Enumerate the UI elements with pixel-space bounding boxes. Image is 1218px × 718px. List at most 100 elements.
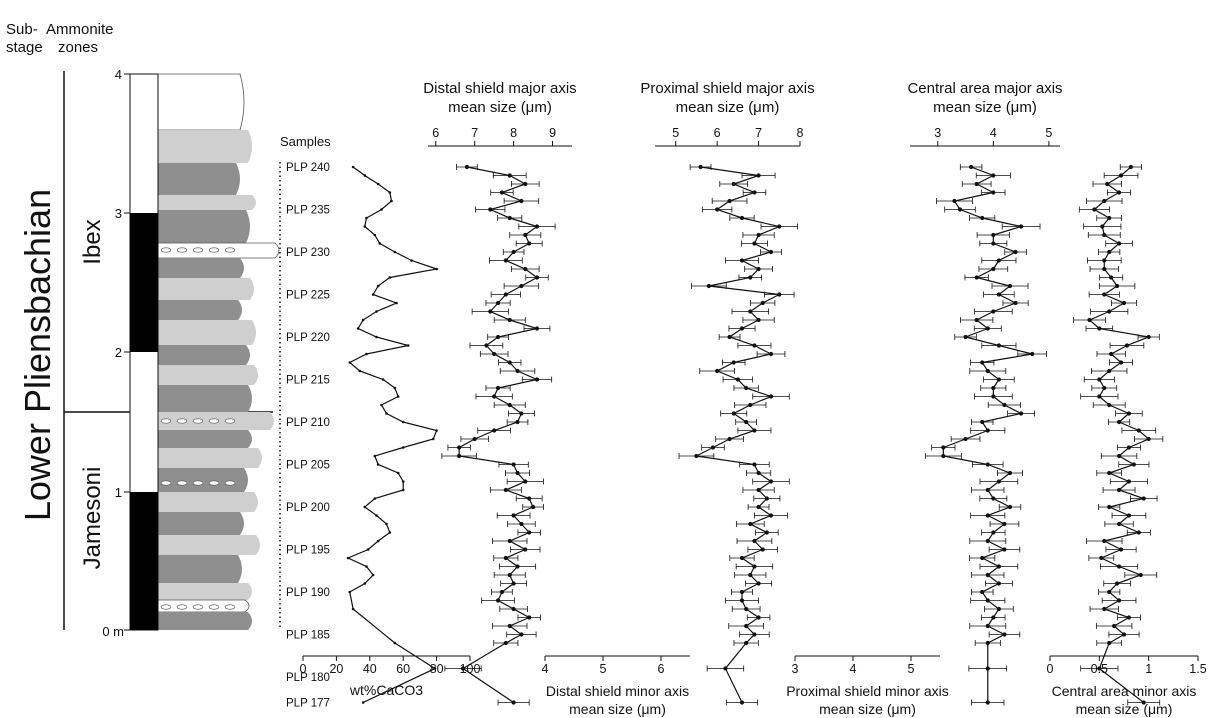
data-point — [1126, 411, 1132, 416]
data-point — [715, 207, 720, 212]
data-point — [1087, 317, 1092, 323]
zones-header-2: zones — [58, 39, 98, 56]
data-point — [985, 368, 990, 374]
panel-title: Proximal shield major axis — [640, 80, 814, 97]
data-point — [472, 436, 477, 442]
data-point — [1116, 419, 1122, 425]
data-point — [371, 293, 375, 296]
x-axis-label-secondary: Distal shield minor axis — [546, 683, 689, 699]
bed — [158, 258, 244, 278]
bed — [158, 385, 252, 412]
bed — [158, 492, 258, 512]
series-line — [942, 166, 1033, 703]
data-point — [460, 666, 466, 671]
data-point — [1138, 572, 1143, 578]
data-point — [1100, 224, 1105, 229]
data-point — [523, 547, 528, 552]
sample-label: PLP 230 — [286, 247, 330, 259]
x-tick-label: 9 — [549, 126, 556, 140]
data-point — [739, 589, 745, 595]
data-point — [756, 504, 761, 510]
data-point — [406, 344, 410, 347]
data-point — [991, 615, 996, 620]
data-point — [756, 581, 761, 586]
data-point — [492, 351, 497, 357]
data-point — [723, 666, 728, 671]
nodule-symbol — [176, 247, 188, 253]
data-point — [511, 606, 516, 612]
data-point — [519, 411, 524, 416]
data-point — [991, 241, 996, 246]
data-point — [1097, 666, 1102, 671]
data-point — [969, 164, 974, 170]
data-point — [974, 181, 979, 187]
data-point — [1107, 589, 1112, 595]
data-point — [756, 317, 761, 323]
data-point — [996, 377, 1001, 382]
data-point — [996, 606, 1001, 612]
data-point — [1116, 598, 1122, 603]
x-axis-label-secondary: Proximal shield minor axis — [786, 683, 949, 699]
data-point — [1128, 164, 1134, 170]
data-point — [752, 428, 757, 433]
bed — [158, 163, 240, 195]
data-point — [519, 632, 524, 637]
nodule-symbol — [160, 418, 172, 424]
data-point — [499, 190, 505, 195]
data-point — [980, 589, 985, 595]
data-point — [748, 275, 753, 280]
data-point — [507, 317, 512, 323]
black-interval-lower — [130, 492, 158, 630]
data-point — [393, 386, 397, 390]
data-point — [985, 462, 990, 467]
data-point — [507, 538, 512, 544]
series-line — [458, 166, 540, 703]
data-point — [739, 326, 745, 331]
bed — [158, 300, 242, 320]
nodule-symbol — [192, 604, 204, 610]
data-point — [530, 504, 536, 510]
nodule-symbol — [160, 247, 172, 253]
meter-tick-3: 3 — [115, 206, 122, 221]
data-point — [777, 292, 782, 297]
data-point — [957, 207, 963, 212]
series-line — [346, 166, 439, 704]
data-point — [361, 701, 365, 704]
data-point — [996, 581, 1001, 586]
nodule-symbol — [192, 480, 204, 486]
x-tick-label: 4 — [850, 662, 857, 676]
data-point — [1013, 300, 1018, 306]
nodule-symbol — [160, 604, 172, 610]
bed — [158, 365, 258, 385]
x-axis-label-secondary-unit: mean size (μm) — [1076, 701, 1173, 717]
data-point — [388, 191, 392, 194]
data-point — [534, 326, 540, 331]
data-point — [1116, 190, 1122, 195]
data-point — [1105, 181, 1110, 187]
x-tick-label: 5 — [672, 126, 679, 140]
data-point — [1141, 700, 1146, 705]
x-tick-label: 7 — [755, 126, 762, 140]
data-point — [371, 573, 375, 577]
data-point — [363, 225, 367, 228]
data-point — [706, 283, 711, 289]
data-point — [519, 198, 524, 204]
data-point — [974, 275, 979, 280]
sample-label: PLP 235 — [286, 205, 330, 217]
data-point — [744, 640, 749, 646]
data-point — [503, 555, 508, 561]
data-point — [1116, 487, 1122, 493]
data-point — [764, 530, 769, 535]
bed — [158, 555, 242, 583]
data-point — [534, 377, 540, 382]
data-point — [980, 555, 985, 561]
data-point — [748, 309, 753, 314]
data-point — [1097, 394, 1102, 399]
nodule-symbol — [224, 247, 236, 253]
bed — [158, 278, 254, 300]
data-point — [503, 487, 508, 493]
data-point — [495, 598, 501, 603]
panel-3: 3 4 5 Central area major axis mean size (μm)… — [907, 80, 1206, 717]
data-point — [952, 198, 957, 204]
